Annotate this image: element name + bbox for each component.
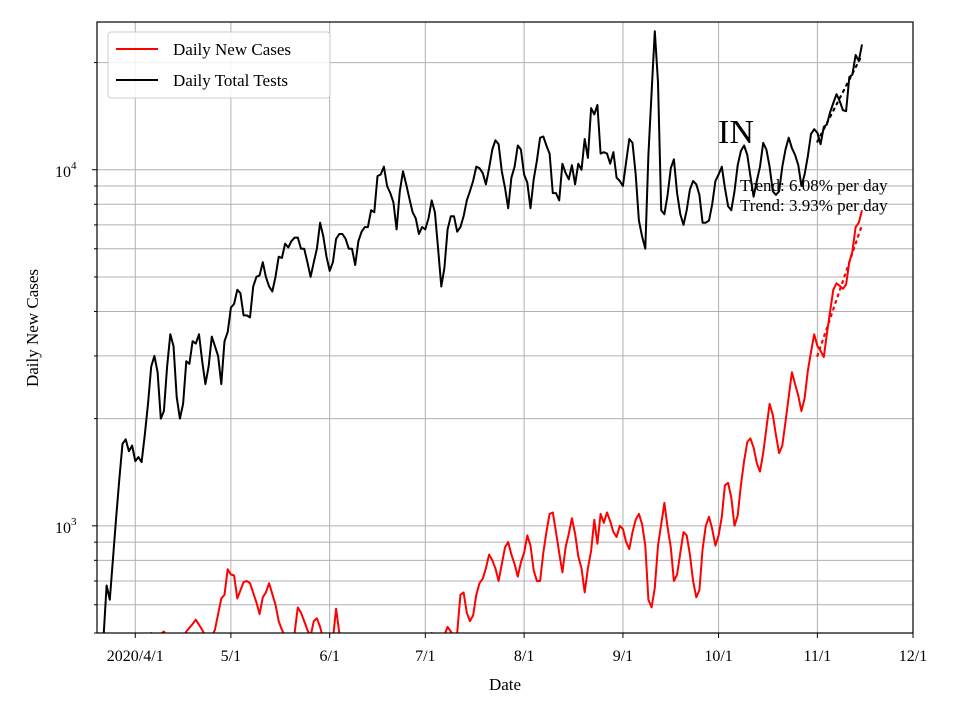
legend: Daily New Cases Daily Total Tests xyxy=(107,31,331,99)
legend-box xyxy=(107,31,331,99)
x-axis-label: Date xyxy=(489,675,521,694)
x-tick-label: 10/1 xyxy=(704,648,732,665)
x-tick-label: 8/1 xyxy=(514,648,534,665)
x-tick-label: 12/1 xyxy=(899,648,927,665)
trend-label-cases: Trend: 6.08% per day xyxy=(740,176,888,195)
trend-label-tests: Trend: 3.93% per day xyxy=(740,196,888,215)
x-tick-label: 11/1 xyxy=(803,648,831,665)
x-tick-label: 9/1 xyxy=(613,648,633,665)
y-tick-label: 104 xyxy=(55,160,77,181)
legend-label-cases: Daily New Cases xyxy=(173,40,291,59)
trend-line-tests xyxy=(816,53,864,143)
legend-label-tests: Daily Total Tests xyxy=(173,71,288,90)
y-tick-label: 103 xyxy=(55,516,77,537)
x-tick-label: 6/1 xyxy=(319,648,339,665)
x-tick-label: 7/1 xyxy=(415,648,435,665)
trend-line-cases xyxy=(816,223,864,357)
y-axis: 103 104 xyxy=(55,62,97,634)
x-tick-label: 2020/4/1 xyxy=(107,648,164,665)
series-layer xyxy=(102,30,864,633)
chart-annotation: IN xyxy=(718,114,754,151)
series-line-daily-total-tests xyxy=(102,30,863,633)
plot-frame xyxy=(96,21,914,634)
x-tick-label: 5/1 xyxy=(221,648,241,665)
series-line-daily-new-cases xyxy=(149,209,863,633)
y-axis-label: Daily New Cases xyxy=(23,269,42,387)
grid xyxy=(97,22,914,634)
x-axis: 2020/4/1 5/1 6/1 7/1 8/1 9/1 10/1 11/1 12/1 xyxy=(107,633,927,665)
